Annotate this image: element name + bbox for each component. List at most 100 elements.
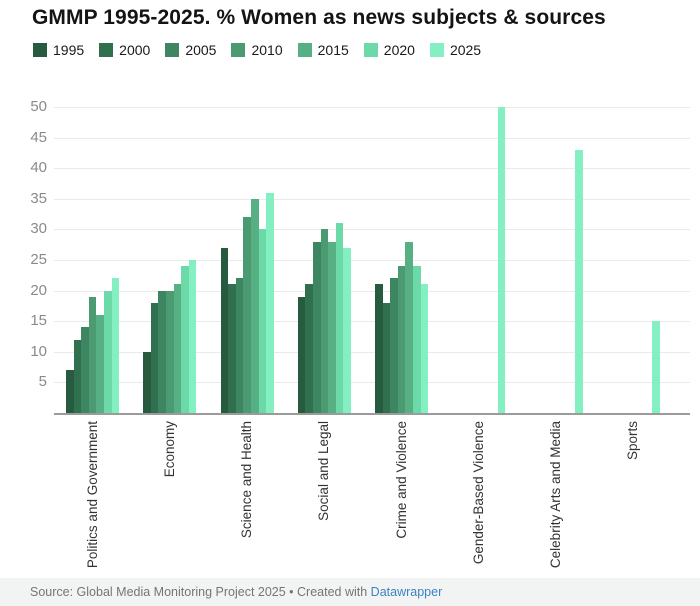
legend-swatch [33,43,47,57]
legend-item: 2005 [165,42,216,58]
bar [320,229,329,413]
legend-item: 2000 [99,42,150,58]
bar [96,315,105,413]
x-axis-label-cell: Economy [131,421,208,577]
bar [652,321,660,413]
gridline [54,137,690,139]
y-axis-tick-label: 50 [30,98,47,115]
bar-group [286,107,363,413]
legend-label: 2010 [251,42,283,58]
bar [166,290,174,413]
source-label: Source: Global Media Monitoring Project … [30,585,371,599]
bar [158,290,167,413]
legend-item: 2020 [363,42,415,58]
bar [143,351,151,413]
bar [413,266,421,413]
gridline [54,290,690,292]
chart-title: GMMP 1995-2025. % Women as news subjects… [32,6,606,29]
bar-group [209,107,286,413]
y-axis-tick-label: 25 [30,251,47,268]
bar [258,229,267,413]
legend-swatch [165,43,180,57]
x-axis-label: Social and Legal [316,421,332,521]
legend-swatch [231,43,246,57]
bar [235,278,244,413]
bar [382,302,391,413]
legend-label: 2005 [185,42,217,58]
bar [66,370,74,413]
x-axis-line [54,413,690,415]
x-axis-label: Science and Health [239,421,255,539]
gridline [54,351,690,353]
legend-swatch [297,43,312,57]
legend-item: 1995 [33,42,84,58]
y-axis-tick-label: 35 [30,189,47,207]
y-axis-tick-label: 20 [30,281,47,299]
y-axis-tick-label: 5 [38,373,47,391]
bar [397,266,406,413]
bar-group [54,107,131,413]
bar [81,327,89,413]
gridline [54,260,690,261]
y-axis-tick-label: 10 [30,342,47,360]
x-axis-label-cell: Social and Legal [286,421,363,577]
bar [575,149,583,413]
x-axis-label: Crime and Violence [393,421,409,539]
bar [375,284,383,413]
gridline [54,229,690,231]
bar [420,284,429,413]
bar-group [131,107,208,413]
gridline [54,107,690,108]
y-axis-tick-label: 15 [30,312,47,330]
bar [297,296,306,413]
x-axis-label-cell: Gender-Based Violence [440,421,517,577]
x-axis-label-cell: Science and Health [209,421,286,577]
bar-group [440,107,517,413]
bar-group [518,107,595,413]
source-text: Source: Global Media Monitoring Project … [30,585,442,599]
bar [497,107,506,413]
bar [335,223,344,413]
footer: Source: Global Media Monitoring Project … [0,578,700,606]
legend-label: 2015 [317,42,349,58]
x-axis-label: Sports [625,421,641,461]
legend-item: 2015 [297,42,349,58]
y-axis-tick-label: 30 [30,220,47,238]
x-axis-label-cell: Crime and Violence [363,421,440,577]
gridline [54,382,690,384]
gridline [54,321,690,323]
legend-label: 2025 [449,42,482,58]
x-axis-label: Gender-Based Violence [470,421,486,565]
bar [228,284,236,413]
bar [312,241,321,413]
bar [390,278,398,413]
bar [305,284,313,413]
bar-group [363,107,440,413]
legend-swatch [363,43,378,57]
bar [104,290,112,413]
x-axis-label-cell: Sports [595,421,672,577]
legend-label: 1995 [53,42,85,58]
datawrapper-link[interactable]: Datawrapper [370,585,443,599]
bar [111,278,120,413]
bar [343,247,351,413]
bar-group [595,107,672,413]
x-axis-label-cell: Celebrity Arts and Media [518,421,595,577]
legend-swatch [99,43,114,57]
bar [173,284,182,413]
bar [266,192,274,413]
bar [243,217,251,413]
bar [181,266,189,413]
x-axis-label: Celebrity Arts and Media [548,421,564,569]
legend-label: 2020 [383,42,415,58]
x-axis-label-cell: Politics and Government [54,421,131,577]
bar [405,241,414,413]
legend-swatch [429,43,444,57]
y-axis-tick-label: 45 [30,128,47,146]
y-axis-tick-label: 40 [30,159,47,177]
bar [328,241,336,413]
x-axis-label: Economy [161,421,177,478]
gridline [54,198,690,200]
